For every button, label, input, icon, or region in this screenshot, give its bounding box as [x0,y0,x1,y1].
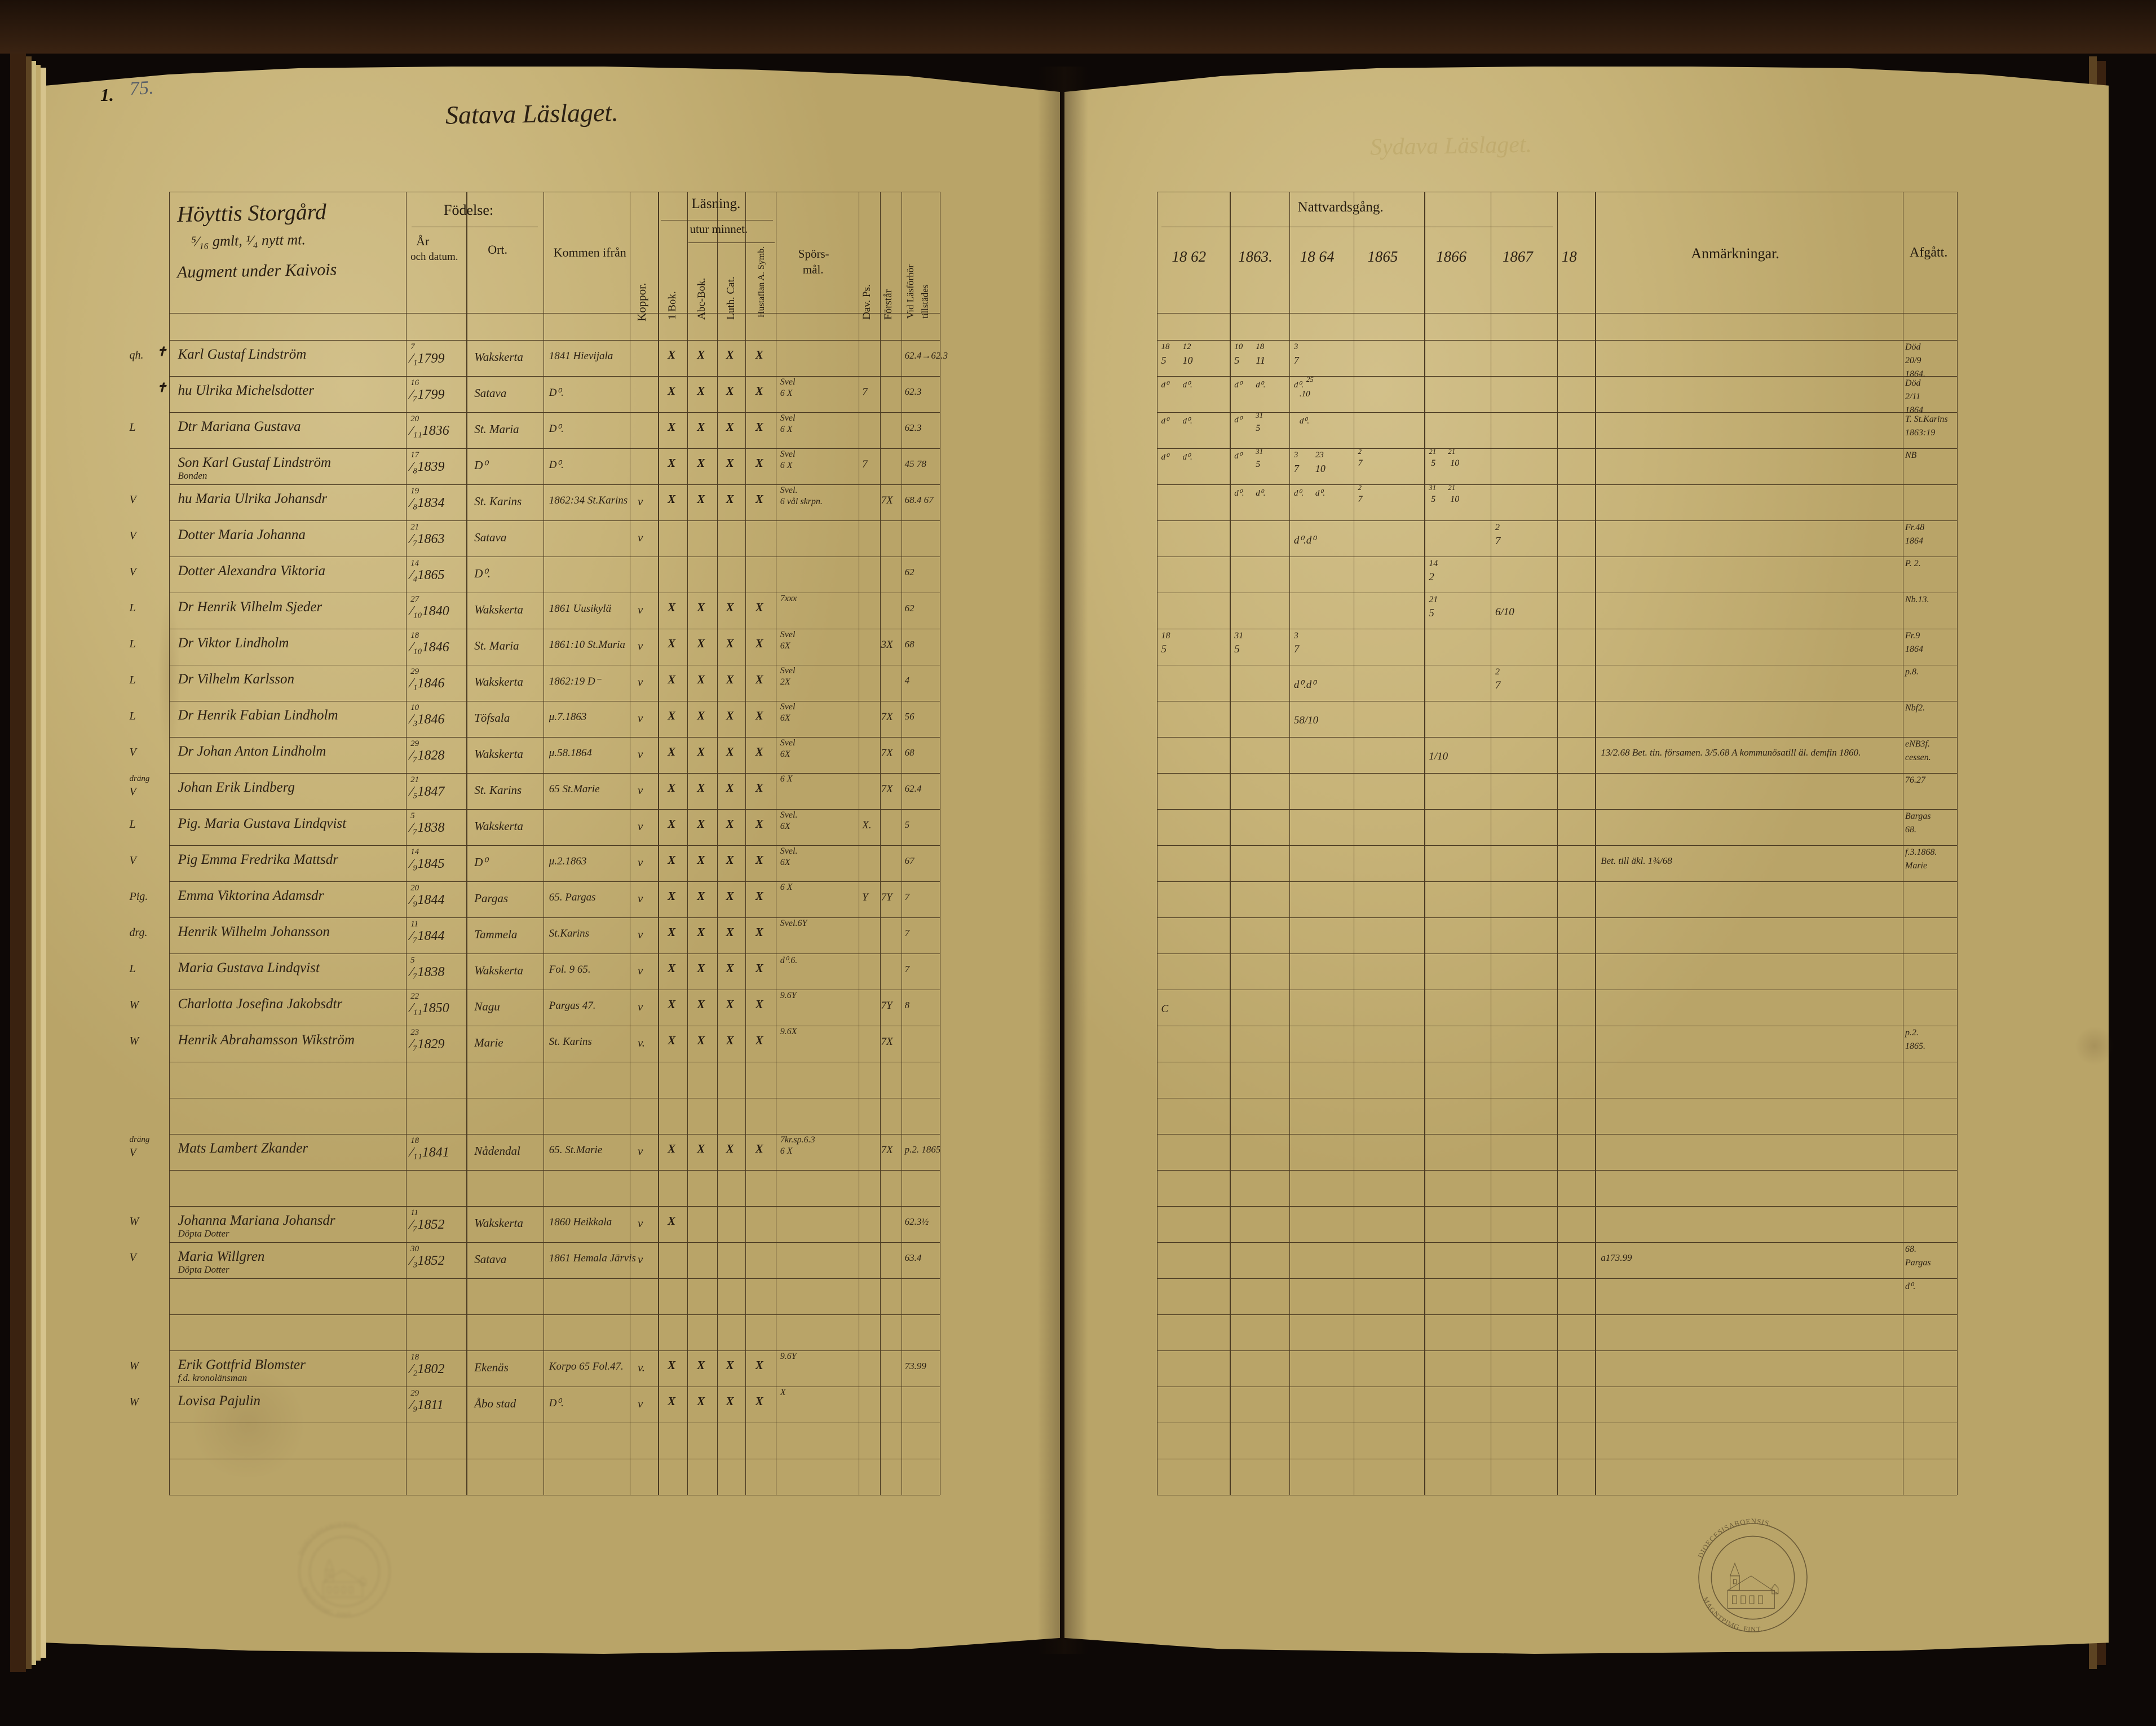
svg-text:DIOECESISABOENSIS.: DIOECESISABOENSIS. [1696,1517,1773,1559]
svg-text:DIOECESISABOENSIS.: DIOECESISABOENSIS. [298,1521,361,1556]
